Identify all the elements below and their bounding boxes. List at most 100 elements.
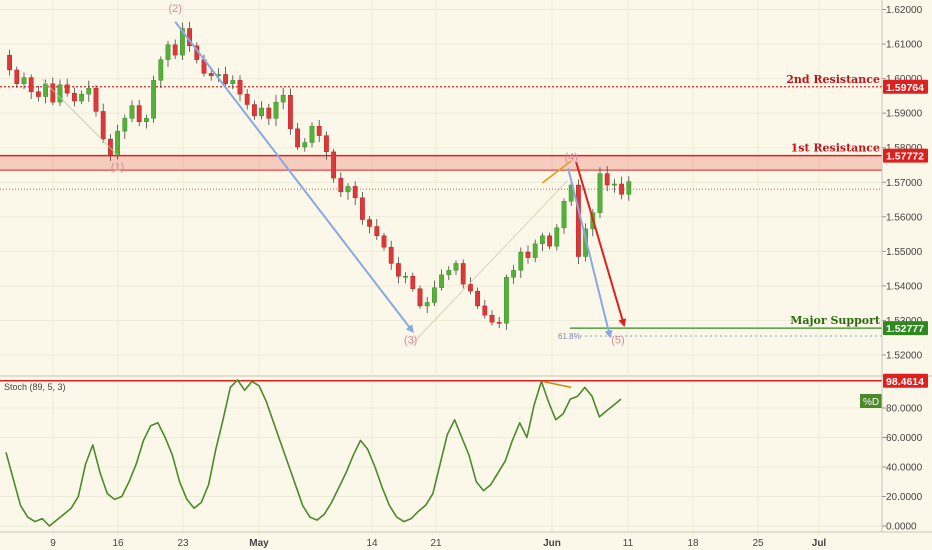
wave-guide [41, 79, 118, 156]
candle-body [208, 73, 214, 77]
divergence-line [541, 160, 572, 184]
candle-body [57, 84, 63, 103]
stoch-line [5, 379, 622, 527]
x-tick-label: 23 [177, 538, 189, 549]
stoch-title: Stoch (89, 5, 3) [4, 382, 66, 392]
candle-body [230, 80, 236, 84]
price-tag-label: 1.57772 [886, 151, 924, 163]
candle-body [496, 321, 502, 324]
candle-body [482, 305, 488, 316]
candle-body [388, 247, 394, 264]
candle-body [547, 235, 553, 247]
candlestick-series [7, 21, 632, 330]
wave-projection-arrows: (1) (2) (3) (4) (5) [41, 3, 627, 346]
candle-body [604, 173, 610, 186]
level-label: Major Support [790, 314, 881, 327]
candle-body [324, 135, 329, 153]
candle-body [331, 151, 336, 179]
stoch-y-tick-label: 60.0000 [886, 433, 923, 444]
candle-body [612, 183, 617, 186]
legend-badge [860, 394, 882, 408]
candle-body [374, 226, 380, 237]
x-tick-label: Jul [812, 538, 827, 549]
candle-body [266, 107, 272, 119]
candle-body [100, 111, 106, 140]
candle-body [367, 219, 372, 227]
candle-body [626, 181, 632, 195]
candle-body [151, 80, 156, 119]
projection-arrow [575, 162, 627, 328]
candle-body [468, 283, 473, 292]
stoch-y-tick-label: 80.0000 [886, 404, 923, 415]
price-tag [883, 321, 928, 336]
candle-body [172, 44, 178, 56]
price-tags: 1.59764 1.57772 1.52777 98.4614 [883, 79, 928, 388]
candle-body [417, 288, 423, 307]
candle-body [251, 104, 257, 117]
candle-body [597, 173, 603, 213]
candle-body [280, 94, 286, 103]
candle-body [302, 142, 308, 148]
candle-body [432, 287, 437, 303]
candle-body [237, 80, 243, 95]
candle-body [439, 274, 444, 288]
candle-body [554, 227, 560, 247]
grid-lines [0, 0, 882, 532]
y-tick-label: 1.62000 [886, 5, 923, 16]
candle-body [259, 107, 264, 117]
candle-body [273, 101, 279, 119]
candle-body [165, 44, 171, 60]
candle-body [511, 270, 516, 278]
x-tick-label: 14 [366, 538, 378, 549]
candle-body [115, 130, 121, 156]
candle-body [7, 54, 13, 71]
candle-body [143, 118, 149, 122]
x-tick-label: Jun [543, 538, 561, 549]
stoch-y-tick-label: 0.0000 [886, 522, 917, 533]
candle-body [309, 126, 315, 143]
candle-body [136, 105, 142, 122]
wave-arrow [567, 168, 613, 339]
candle-body [79, 93, 85, 102]
candle-body [21, 77, 27, 84]
x-tick-label: 9 [50, 538, 56, 549]
stochastic-panel: Stoch (89, 5, 3) %D [0, 375, 932, 527]
candle-body [28, 77, 34, 92]
candle-body [244, 93, 250, 105]
candle-body [64, 84, 70, 94]
candle-body [525, 251, 531, 258]
wave-guide [410, 180, 568, 346]
candle-body [381, 235, 387, 248]
price-tag-label: 1.52777 [886, 323, 924, 335]
y-tick-label: 1.54000 [886, 281, 923, 292]
x-tick-label: 25 [752, 538, 764, 549]
fib-label: 61.8% [558, 332, 581, 341]
candle-body [338, 177, 344, 193]
x-tick-label: May [249, 538, 269, 549]
candle-body [583, 228, 589, 257]
y-tick-label: 1.56000 [886, 212, 923, 223]
candle-body [158, 59, 164, 81]
price-tag-label: 1.59764 [886, 82, 924, 94]
stoch-divergence-line [542, 380, 572, 389]
candle-body [360, 197, 365, 220]
wave-arrow [174, 21, 414, 334]
wave-label: (3) [404, 334, 417, 346]
stoch-y-tick-label: 40.0000 [886, 463, 923, 474]
candle-body [489, 315, 495, 323]
candle-body [316, 126, 322, 136]
candle-body [424, 302, 430, 307]
candle-body [396, 263, 401, 277]
y-tick-label: 1.55000 [886, 247, 923, 258]
price-tag [883, 148, 928, 163]
price-tag [883, 373, 928, 388]
x-tick-label: 11 [623, 538, 634, 549]
x-tick-label: 21 [430, 538, 442, 549]
x-tick-label: 18 [687, 538, 699, 549]
wave-label: (2) [168, 3, 181, 15]
candle-body [410, 276, 416, 289]
candle-body [122, 118, 128, 132]
candle-body [71, 92, 77, 102]
